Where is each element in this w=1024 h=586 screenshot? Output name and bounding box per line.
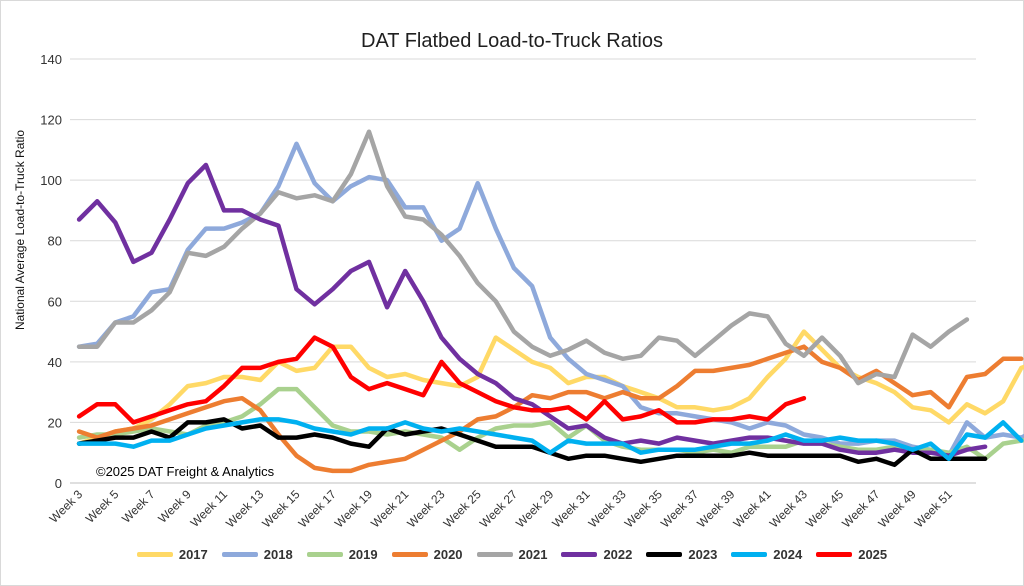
- x-tick-label: Week 43: [767, 487, 810, 530]
- x-tick-label: Week 33: [586, 487, 629, 530]
- x-tick-label: Week 7: [119, 487, 158, 526]
- series-line-2025: [76, 335, 807, 425]
- x-tick-label: Week 25: [441, 487, 484, 530]
- x-tick-label: Week 39: [694, 487, 737, 530]
- series-line-2022: [76, 162, 988, 458]
- series-line-2019: [76, 386, 1024, 462]
- legend-item-2019: 2019: [306, 547, 378, 562]
- x-tick-label: Week 17: [296, 487, 339, 530]
- x-tick-label: Week 35: [622, 487, 665, 530]
- x-tick-label: Week 29: [513, 487, 556, 530]
- legend-item-2020: 2020: [391, 547, 463, 562]
- x-tick-label: Week 5: [83, 487, 122, 526]
- x-tick-label: Week 37: [658, 487, 701, 530]
- series-line-2020: [76, 344, 1024, 474]
- y-tick-label: 0: [55, 476, 62, 491]
- legend-label: 2021: [518, 547, 548, 562]
- chart-title: DAT Flatbed Load-to-Truck Ratios: [361, 30, 663, 52]
- legend-swatch: [136, 552, 173, 557]
- x-tick-label: Week 51: [912, 487, 955, 530]
- chart-legend: 2017 2018 2019 2020 2021 2022 2023 2024 2025: [0, 547, 1024, 562]
- legend-swatch: [306, 552, 343, 557]
- legend-item-2018: 2018: [221, 547, 293, 562]
- x-tick-label: Week 21: [368, 487, 411, 530]
- legend-swatch: [561, 552, 598, 557]
- y-tick-label: 120: [40, 113, 62, 128]
- legend-swatch: [391, 552, 428, 557]
- legend-item-2023: 2023: [646, 547, 717, 562]
- legend-label: 2018: [263, 547, 293, 562]
- legend-item-2022: 2022: [561, 547, 632, 562]
- y-tick-label: 20: [48, 415, 62, 430]
- copyright-note: ©2025 DAT Freight & Analytics: [96, 464, 275, 479]
- y-tick-label: 100: [40, 173, 62, 188]
- x-tick-label: Week 3: [47, 487, 86, 526]
- series-line-2021: [76, 129, 970, 386]
- x-tick-label: Week 49: [875, 487, 918, 530]
- legend-item-2025: 2025: [816, 547, 887, 562]
- series-line-2018: [76, 141, 1024, 458]
- x-tick-label: Week 47: [839, 487, 882, 530]
- y-tick-label: 40: [48, 355, 62, 370]
- x-tick-label: Week 45: [803, 487, 846, 530]
- legend-swatch: [816, 552, 853, 557]
- y-tick-label: 60: [48, 294, 62, 309]
- legend-label: 2022: [603, 547, 633, 562]
- x-tick-label: Week 15: [259, 487, 302, 530]
- y-tick-label: 140: [40, 52, 62, 67]
- legend-label: 2017: [178, 547, 208, 562]
- legend-label: 2020: [433, 547, 463, 562]
- x-tick-label: Week 27: [477, 487, 520, 530]
- legend-swatch: [731, 552, 768, 557]
- legend-item-2017: 2017: [136, 547, 208, 562]
- x-tick-label: Week 13: [223, 487, 266, 530]
- legend-label: 2025: [858, 547, 888, 562]
- x-tick-label: Week 23: [404, 487, 447, 530]
- x-tick-label: Week 11: [188, 487, 231, 530]
- legend-item-2021: 2021: [476, 547, 548, 562]
- legend-label: 2023: [688, 547, 718, 562]
- legend-swatch: [476, 552, 513, 557]
- x-tick-label: Week 19: [332, 487, 375, 530]
- legend-swatch: [221, 552, 258, 557]
- legend-swatch: [646, 552, 683, 557]
- x-tick-label: Week 31: [549, 487, 592, 530]
- series-line-2024: [76, 417, 1024, 462]
- y-tick-label: 80: [48, 234, 62, 249]
- legend-label: 2024: [773, 547, 803, 562]
- legend-label: 2019: [348, 547, 378, 562]
- x-tick-label: Week 41: [731, 487, 774, 530]
- legend-item-2024: 2024: [731, 547, 802, 562]
- series-line-2017: [76, 329, 1024, 446]
